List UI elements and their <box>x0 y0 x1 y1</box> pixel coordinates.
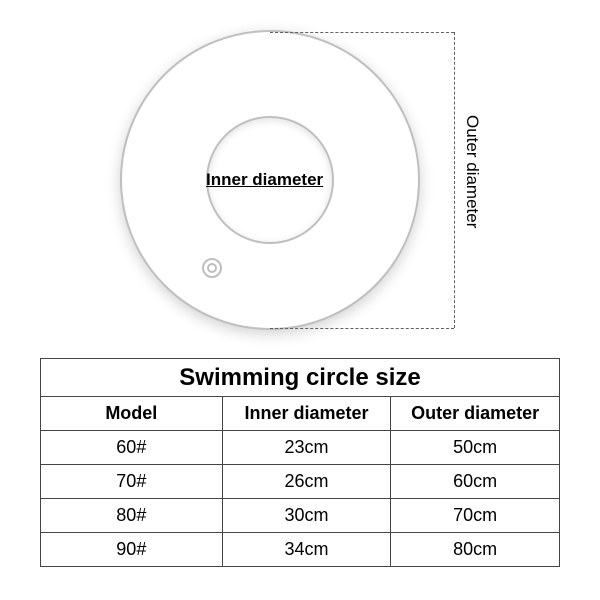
table-row: 80#30cm70cm <box>41 499 560 533</box>
table-header-cell: Model <box>41 397 223 431</box>
table-cell: 23cm <box>222 431 391 465</box>
table-cell: 70# <box>41 465 223 499</box>
table-cell: 34cm <box>222 533 391 567</box>
table-row: 70#26cm60cm <box>41 465 560 499</box>
table-cell: 80cm <box>391 533 560 567</box>
dimension-top-line <box>270 32 454 33</box>
table-header-cell: Inner diameter <box>222 397 391 431</box>
table-cell: 90# <box>41 533 223 567</box>
dimension-vertical-line <box>454 32 455 328</box>
size-table-container: Swimming circle sizeModelInner diameterO… <box>40 358 560 567</box>
table-title: Swimming circle size <box>41 359 560 397</box>
table-cell: 26cm <box>222 465 391 499</box>
table-cell: 70cm <box>391 499 560 533</box>
outer-diameter-label: Outer diameter <box>462 115 482 228</box>
table-cell: 60# <box>41 431 223 465</box>
dimension-bottom-line <box>270 328 454 329</box>
valve-icon <box>202 258 222 278</box>
table-cell: 30cm <box>222 499 391 533</box>
inner-diameter-label: Inner diameter <box>206 170 323 190</box>
table-cell: 60cm <box>391 465 560 499</box>
table-row: 90#34cm80cm <box>41 533 560 567</box>
size-table: Swimming circle sizeModelInner diameterO… <box>40 358 560 567</box>
table-row: 60#23cm50cm <box>41 431 560 465</box>
table-cell: 80# <box>41 499 223 533</box>
table-cell: 50cm <box>391 431 560 465</box>
table-header-cell: Outer diameter <box>391 397 560 431</box>
diagram-area: Inner diameter Outer diameter <box>60 10 540 350</box>
